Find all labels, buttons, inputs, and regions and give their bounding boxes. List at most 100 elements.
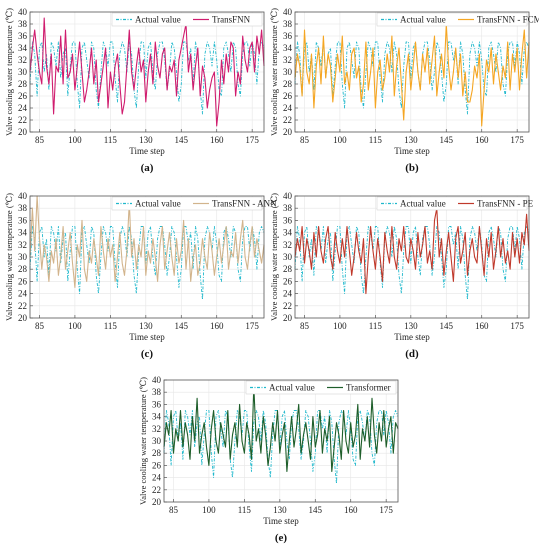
panel-label: (d) xyxy=(405,348,419,360)
y-tick-label: 34 xyxy=(152,412,162,422)
y-tick-label: 36 xyxy=(283,31,293,41)
y-tick-label: 32 xyxy=(152,424,161,434)
x-tick-label: 175 xyxy=(379,505,393,515)
series-line-0 xyxy=(294,226,530,301)
y-tick-label: 38 xyxy=(152,387,162,397)
legend-box xyxy=(111,12,263,27)
y-tick-label: 24 xyxy=(18,289,28,299)
y-axis-label: Valve cooling water temperature (℃) xyxy=(269,193,279,321)
y-tick-label: 32 xyxy=(18,55,27,65)
y-tick-label: 20 xyxy=(18,313,28,323)
y-tick-label: 34 xyxy=(18,228,28,238)
legend-label-1: Transformer xyxy=(346,383,391,393)
x-tick-label: 160 xyxy=(475,321,489,331)
y-tick-label: 30 xyxy=(283,67,293,77)
x-tick-label: 85 xyxy=(35,135,45,145)
y-tick-label: 40 xyxy=(18,7,28,17)
axes-frame xyxy=(29,195,265,319)
y-tick-label: 24 xyxy=(283,103,293,113)
y-tick-label: 22 xyxy=(283,301,292,311)
legend-label-0: Actual value xyxy=(135,15,181,25)
y-tick-label: 26 xyxy=(152,460,162,470)
y-tick-label: 40 xyxy=(283,7,293,17)
axes-frame xyxy=(294,11,530,133)
y-tick-label: 22 xyxy=(18,301,27,311)
y-tick-label: 24 xyxy=(18,103,28,113)
legend-label-1: TransFNN xyxy=(212,15,251,25)
x-tick-label: 160 xyxy=(210,321,224,331)
y-tick-label: 30 xyxy=(18,252,28,262)
x-tick-label: 130 xyxy=(404,135,418,145)
series-line-1 xyxy=(294,207,530,295)
y-tick-label: 28 xyxy=(18,264,28,274)
x-tick-label: 115 xyxy=(369,135,383,145)
y-tick-label: 36 xyxy=(152,399,162,409)
x-tick-label: 160 xyxy=(344,505,358,515)
y-tick-label: 38 xyxy=(18,19,28,29)
x-axis-label: Time step xyxy=(129,332,165,342)
y-tick-label: 24 xyxy=(283,289,293,299)
panel-e: 20 22 24 26 28 30 32 34 36 38 40 85 100 115 130 145 160 1… xyxy=(138,375,399,544)
y-tick-label: 24 xyxy=(152,473,162,483)
x-axis-label: Time step xyxy=(394,146,430,156)
y-tick-label: 20 xyxy=(152,497,162,507)
x-tick-label: 130 xyxy=(139,321,153,331)
x-tick-label: 145 xyxy=(309,505,323,515)
y-tick-label: 30 xyxy=(152,436,162,446)
series-line-0 xyxy=(163,410,399,485)
series-line-1 xyxy=(294,23,530,127)
x-tick-label: 100 xyxy=(68,135,82,145)
legend-box xyxy=(111,196,263,211)
y-tick-label: 36 xyxy=(18,215,28,225)
y-tick-label: 26 xyxy=(283,91,293,101)
y-tick-label: 20 xyxy=(18,127,28,137)
y-axis-label: Valve cooling water temperature (℃) xyxy=(4,8,14,136)
x-tick-label: 145 xyxy=(440,135,454,145)
x-tick-label: 145 xyxy=(175,135,189,145)
panel-b: 20 22 24 26 28 30 32 34 36 38 40 85 100 115 130 145 160 1… xyxy=(269,7,539,174)
axes-frame xyxy=(163,379,399,503)
panel-label: (c) xyxy=(141,348,154,360)
x-tick-label: 85 xyxy=(169,505,179,515)
x-tick-label: 130 xyxy=(404,321,418,331)
series-line-1 xyxy=(29,195,265,289)
y-axis-label: Valve cooling water temperature (℃) xyxy=(269,8,279,136)
y-tick-label: 22 xyxy=(152,485,161,495)
legend-label-0: Actual value xyxy=(269,383,315,393)
y-tick-label: 26 xyxy=(18,91,28,101)
x-axis-label: Time step xyxy=(394,332,430,342)
y-tick-label: 34 xyxy=(283,43,293,53)
y-tick-label: 30 xyxy=(18,67,28,77)
y-tick-label: 34 xyxy=(18,43,28,53)
y-tick-label: 28 xyxy=(18,79,28,89)
legend-label-1: TransFNN - FCM xyxy=(477,15,539,25)
y-tick-label: 32 xyxy=(283,240,292,250)
x-tick-label: 85 xyxy=(35,321,45,331)
x-tick-label: 130 xyxy=(273,505,287,515)
series-line-1 xyxy=(163,385,399,473)
series-line-1 xyxy=(29,17,265,127)
x-tick-label: 115 xyxy=(104,135,118,145)
legend-label-0: Actual value xyxy=(400,199,446,209)
y-axis-label: Valve cooling water temperature (℃) xyxy=(4,193,14,321)
axes-frame xyxy=(29,11,265,133)
y-tick-label: 20 xyxy=(283,313,293,323)
x-tick-label: 100 xyxy=(202,505,216,515)
panel-label: (a) xyxy=(141,162,154,174)
panel-label: (b) xyxy=(405,162,419,174)
legend-label-1: TransFNN - PE xyxy=(477,199,534,209)
legend-label-0: Actual value xyxy=(135,199,181,209)
y-tick-label: 40 xyxy=(152,375,162,385)
y-tick-label: 38 xyxy=(18,203,28,213)
y-tick-label: 28 xyxy=(283,264,293,274)
y-tick-label: 40 xyxy=(283,191,293,201)
x-tick-label: 175 xyxy=(245,321,259,331)
y-tick-label: 40 xyxy=(18,191,28,201)
x-tick-label: 85 xyxy=(300,135,310,145)
panel-label: (e) xyxy=(275,532,288,544)
y-tick-label: 32 xyxy=(18,240,27,250)
legend-box xyxy=(376,12,528,27)
x-tick-label: 130 xyxy=(139,135,153,145)
x-tick-label: 160 xyxy=(210,135,224,145)
